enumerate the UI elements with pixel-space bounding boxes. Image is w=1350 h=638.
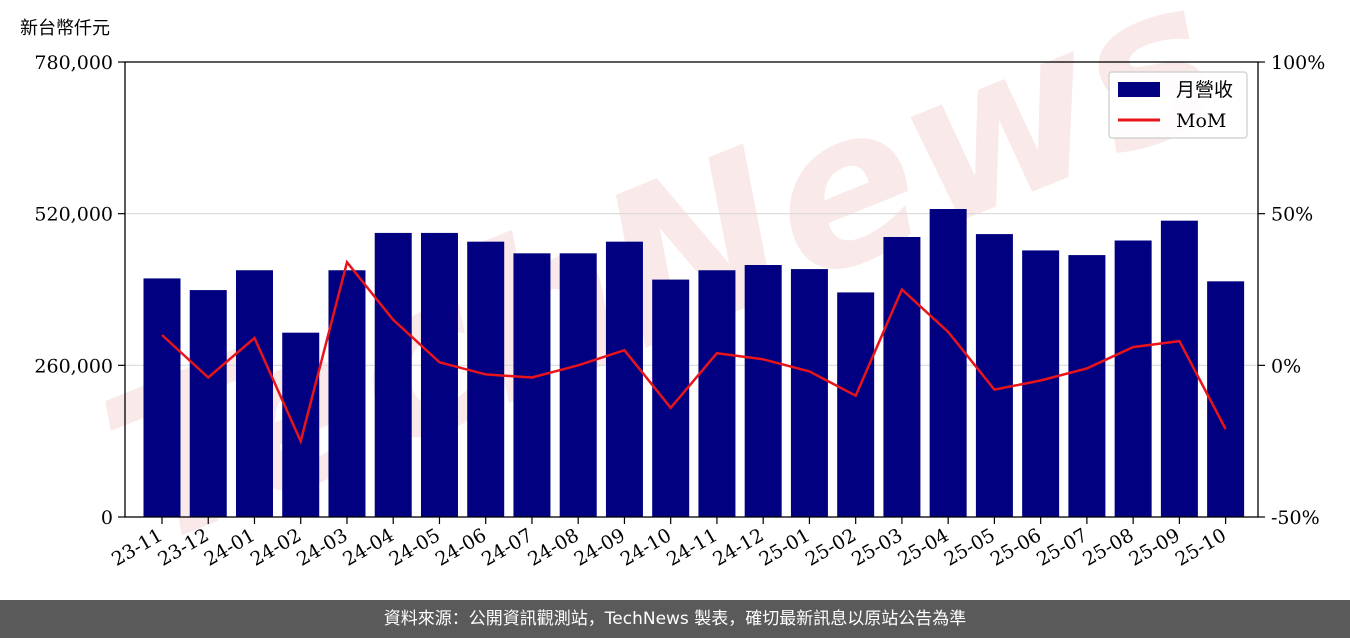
source-footer: 資料來源：公開資訊觀測站，TechNews 製表，確切最新訊息以原站公告為準 [0, 600, 1350, 638]
bar [328, 270, 366, 517]
bar [837, 292, 875, 517]
bar [467, 241, 505, 517]
plot-frame [124, 61, 1259, 518]
x-tick-label: 25-09 [1125, 524, 1183, 570]
x-tick-label: 25-02 [802, 524, 860, 570]
bar [143, 278, 181, 517]
legend-swatch-bar [1118, 82, 1160, 97]
bar-series [143, 209, 1245, 518]
bar [652, 279, 690, 517]
x-tick-label: 25-07 [1033, 524, 1091, 570]
x-tick-label: 24-04 [339, 524, 397, 570]
legend-label-mom: MoM [1176, 110, 1226, 132]
bar [1068, 255, 1106, 518]
legend-label-revenue: 月營收 [1176, 79, 1233, 101]
x-tick-label: 25-01 [755, 524, 813, 570]
bar [420, 232, 458, 517]
y-right-tick-label: -50% [1271, 507, 1320, 529]
x-tick-label: 24-10 [617, 524, 675, 570]
x-tick-label: 25-03 [848, 524, 906, 570]
bar [1160, 220, 1198, 517]
legend: 月營收 MoM [1108, 71, 1248, 139]
bar [189, 290, 227, 517]
bar [883, 237, 921, 517]
bar [744, 265, 782, 517]
y-left-tick-label: 260,000 [34, 355, 113, 377]
y-left-tick-label: 780,000 [34, 52, 113, 74]
x-tick-label: 24-06 [432, 524, 490, 570]
mom-line [161, 259, 1227, 445]
revenue-chart: TechNews 0260,000520,000780,000-50%0%50%… [34, 0, 1325, 595]
bar [374, 232, 412, 517]
x-tick-label: 24-05 [386, 524, 444, 570]
bar [559, 253, 597, 518]
bar [790, 269, 828, 517]
x-tick-label: 24-09 [571, 524, 629, 570]
x-tick-label: 24-11 [663, 524, 721, 570]
bar [929, 209, 967, 517]
x-tick-label: 24-12 [709, 524, 767, 570]
x-tick-label: 24-07 [478, 524, 536, 570]
bar [1207, 281, 1245, 517]
x-tick-label: 24-08 [524, 524, 582, 570]
y-axis-unit-label: 新台幣仟元 [20, 18, 110, 39]
x-tick-label: 25-04 [894, 524, 952, 570]
mom-line-series [161, 259, 1227, 445]
bar [235, 270, 273, 517]
y-right-tick-label: 0% [1271, 355, 1301, 377]
bar [282, 332, 320, 517]
bar [605, 241, 643, 517]
x-tick-label: 25-10 [1172, 524, 1230, 570]
x-tick-label: 25-05 [940, 524, 998, 570]
y-left-tick-label: 520,000 [34, 204, 113, 226]
bar [513, 253, 551, 518]
bar [975, 234, 1013, 518]
y-right-tick-label: 100% [1271, 52, 1325, 74]
x-tick-label: 25-06 [987, 524, 1045, 570]
bar [1114, 240, 1152, 517]
x-tick-label: 25-08 [1079, 524, 1137, 570]
y-right-tick-label: 50% [1271, 204, 1313, 226]
y-left-tick-label: 0 [101, 507, 113, 529]
bar [698, 270, 736, 517]
